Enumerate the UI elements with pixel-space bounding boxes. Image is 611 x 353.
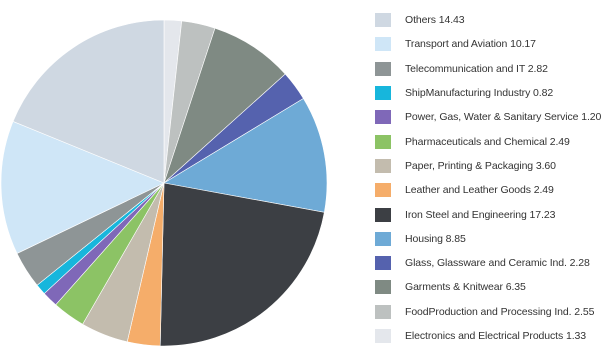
legend-label: Housing 8.85 xyxy=(405,232,466,245)
pie-slice-transport-and-aviation xyxy=(0,121,165,254)
legend-swatch xyxy=(375,61,391,76)
legend-label: Electronics and Electrical Products 1.33 xyxy=(405,330,587,342)
legend-swatch xyxy=(375,86,391,101)
legend-label: Others 14.43 xyxy=(405,14,465,27)
pie-slice-others xyxy=(12,19,165,184)
pie-chart xyxy=(0,19,328,347)
legend-label: Glass, Glassware and Ceramic Ind. 2.28 xyxy=(405,257,590,270)
legend-label: Garments & Knitwear 6.35 xyxy=(405,281,526,294)
legend-swatch xyxy=(375,13,391,28)
legend-item: Iron Steel and Engineering 17.23 xyxy=(375,202,611,226)
legend-item: Leather and Leather Goods 2.49 xyxy=(375,178,611,202)
legend-swatch xyxy=(375,134,391,149)
legend-swatch xyxy=(375,304,391,319)
legend-item: Electronics and Electrical Products 1.33 xyxy=(375,324,611,348)
legend-label: Leather and Leather Goods 2.49 xyxy=(405,184,554,197)
legend: Others 14.43 Transport and Aviation 10.17… xyxy=(375,8,611,348)
legend-label: Paper, Printing & Packaging 3.60 xyxy=(405,159,556,172)
legend-swatch xyxy=(375,231,391,246)
legend-item: Telecommunication and IT 2.82 xyxy=(375,57,611,81)
legend-item: Power, Gas, Water & Sanitary Service 1.2… xyxy=(375,105,611,129)
legend-label: Transport and Aviation 10.17 xyxy=(405,38,536,51)
legend-item: ShipManufacturing Industry 0.82 xyxy=(375,81,611,105)
legend-swatch xyxy=(375,207,391,222)
legend-label: ShipManufacturing Industry 0.82 xyxy=(405,87,554,100)
legend-label: Pharmaceuticals and Chemical 2.49 xyxy=(405,135,570,148)
legend-label: Telecommunication and IT 2.82 xyxy=(405,62,548,75)
legend-label: FoodProduction and Processing Ind. 2.55 xyxy=(405,305,595,318)
pie-slice-housing xyxy=(163,98,328,213)
legend-item: Glass, Glassware and Ceramic Ind. 2.28 xyxy=(375,251,611,275)
legend-swatch xyxy=(375,183,391,198)
legend-swatch xyxy=(375,37,391,52)
legend-swatch xyxy=(375,280,391,295)
legend-swatch xyxy=(375,256,391,271)
legend-swatch xyxy=(375,110,391,125)
legend-label: Iron Steel and Engineering 17.23 xyxy=(405,208,556,221)
legend-item: Others 14.43 xyxy=(375,8,611,32)
legend-item: Transport and Aviation 10.17 xyxy=(375,32,611,56)
legend-item: Garments & Knitwear 6.35 xyxy=(375,275,611,299)
legend-swatch xyxy=(375,329,391,343)
legend-item: Paper, Printing & Packaging 3.60 xyxy=(375,154,611,178)
legend-item: Pharmaceuticals and Chemical 2.49 xyxy=(375,129,611,153)
legend-item: FoodProduction and Processing Ind. 2.55 xyxy=(375,300,611,324)
legend-item: Housing 8.85 xyxy=(375,227,611,251)
legend-label: Power, Gas, Water & Sanitary Service 1.2… xyxy=(405,111,602,124)
legend-swatch xyxy=(375,158,391,173)
pie-slice-iron-steel-and-engineering xyxy=(159,182,325,347)
